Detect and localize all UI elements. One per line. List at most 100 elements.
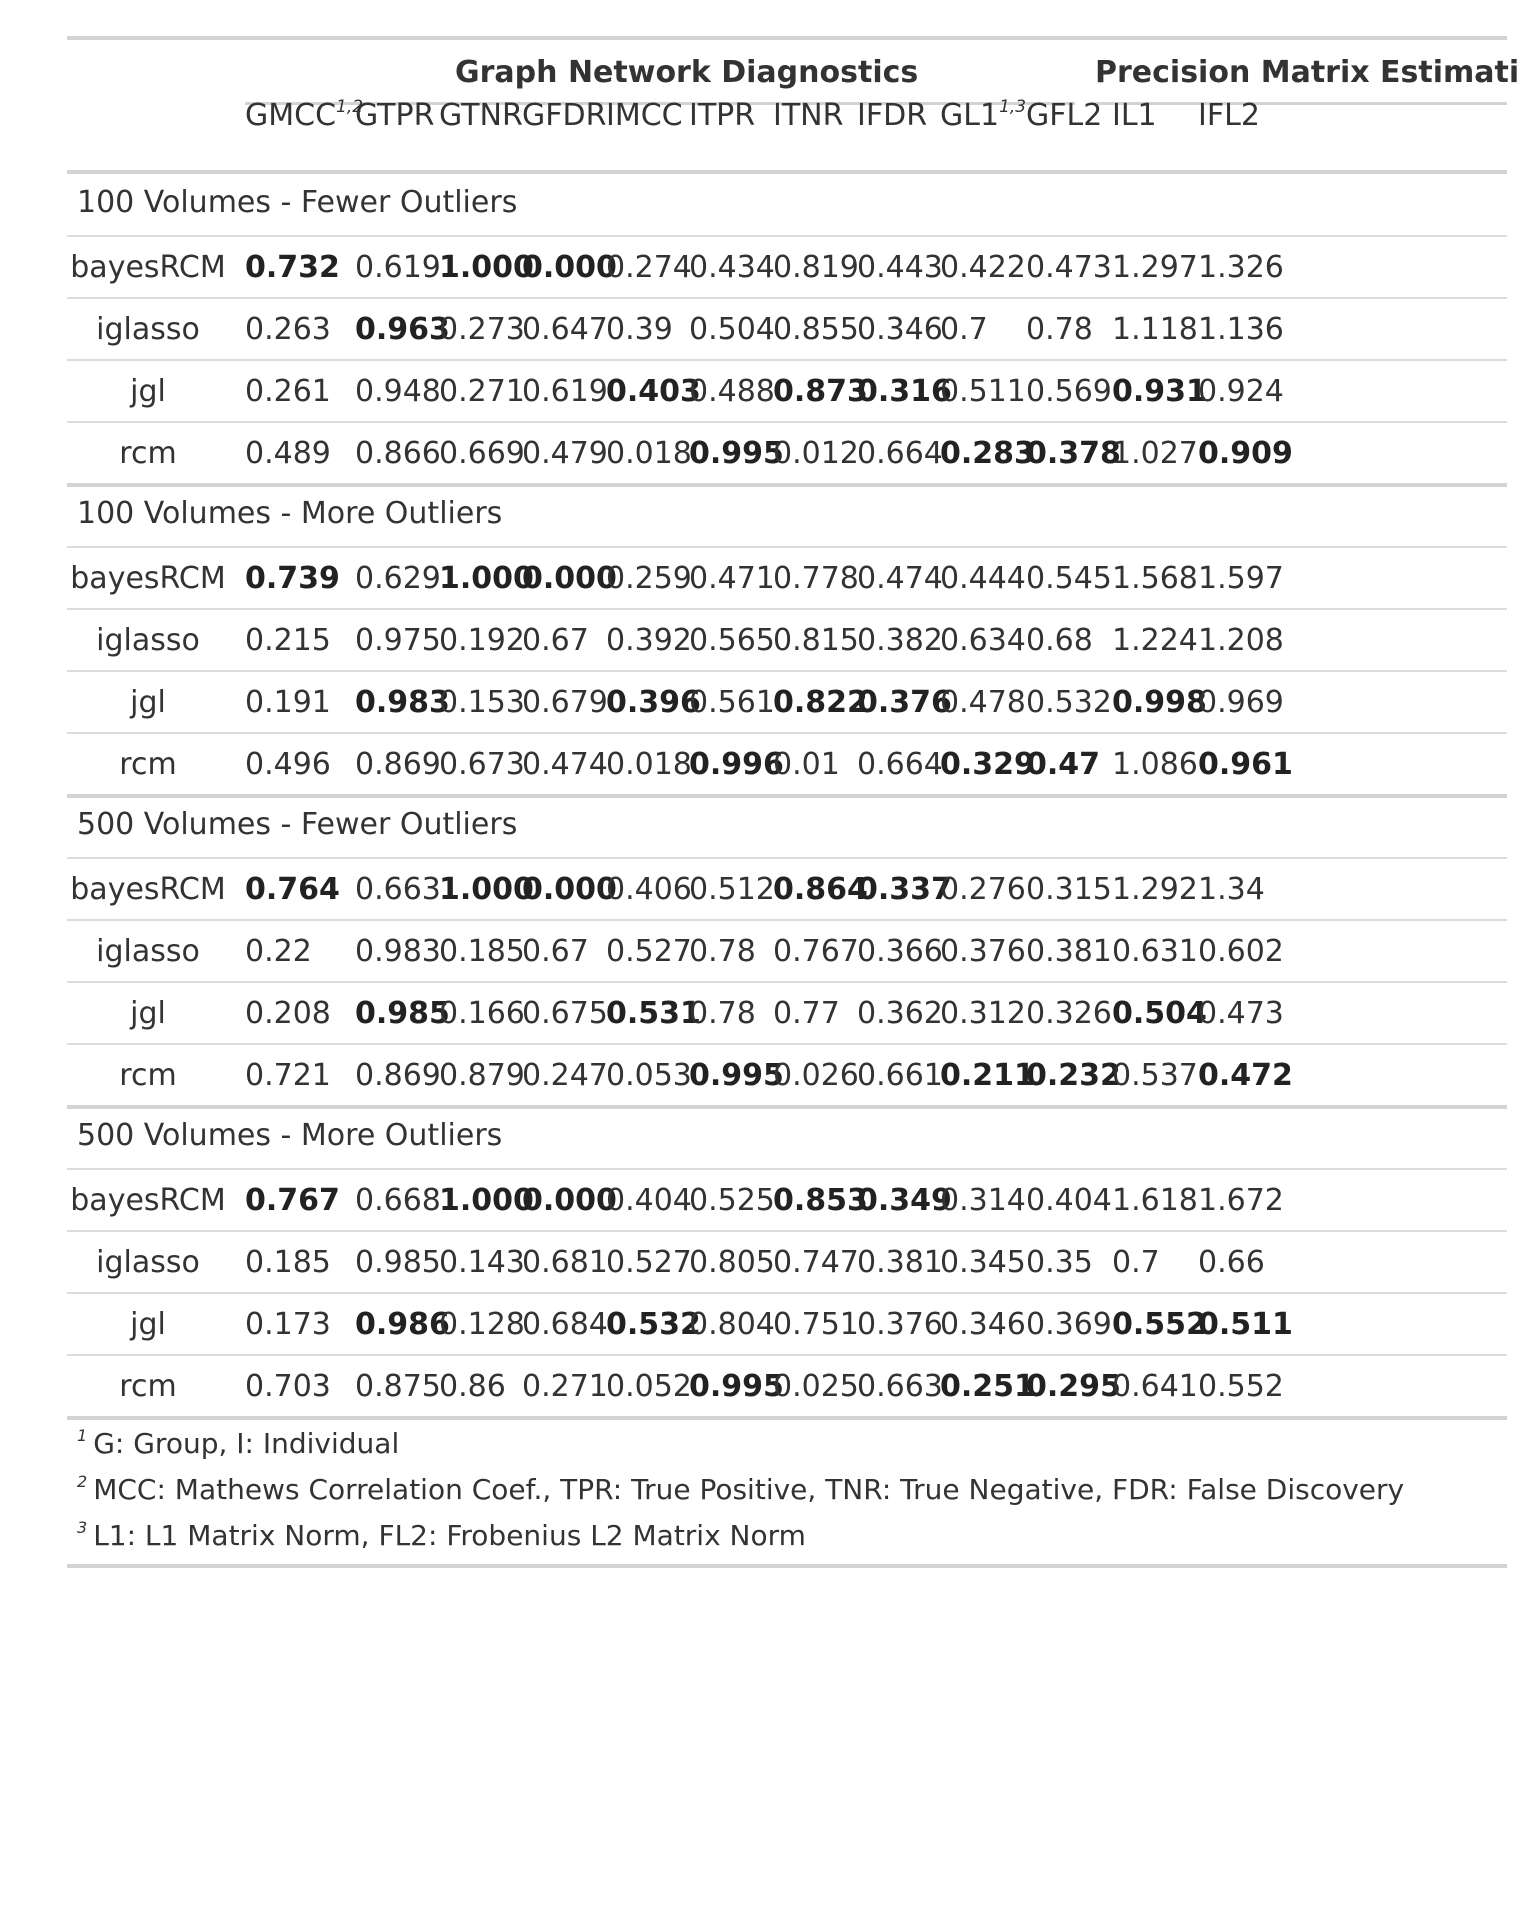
table-cell: 1.136 (1198, 312, 1284, 347)
table-cell: 0.565 (689, 623, 775, 658)
table-cell: 0.472 (1198, 1058, 1293, 1093)
group-divider (67, 1168, 1507, 1170)
row-method-label: bayesRCM (70, 561, 226, 596)
table-cell: 0.263 (245, 312, 331, 347)
table-cell: 0.77 (773, 996, 840, 1031)
row-group-label: 500 Volumes - More Outliers (77, 1118, 503, 1153)
table-top-rule (67, 36, 1507, 40)
column-header-itnr: ITNR (773, 101, 843, 131)
table-cell: 1.672 (1198, 1183, 1284, 1218)
table-cell: 0.315 (1026, 872, 1112, 907)
row-method-label: rcm (119, 1369, 177, 1404)
table-cell: 0.39 (606, 312, 673, 347)
row-method-label: bayesRCM (70, 872, 226, 907)
table-cell: 0.675 (522, 996, 608, 1031)
table-cell: 0.251 (940, 1369, 1035, 1404)
table-cell: 0.000 (522, 561, 617, 596)
row-method-label: bayesRCM (70, 250, 226, 285)
table-cell: 0.025 (773, 1369, 859, 1404)
row-method-label: jgl (130, 996, 166, 1031)
table-cell: 0.855 (773, 312, 859, 347)
footnote-mark: 1 (77, 1426, 88, 1445)
row-method-label: iglasso (96, 312, 200, 347)
table-cell: 0.68 (1026, 623, 1093, 658)
table-cell: 0.822 (773, 685, 868, 720)
table-cell: 0.545 (1026, 561, 1112, 596)
table-cell: 0.166 (439, 996, 525, 1031)
table-cell: 0.026 (773, 1058, 859, 1093)
table-cell: 0.406 (606, 872, 692, 907)
table-cell: 0.983 (355, 934, 441, 969)
table-cell: 0.381 (857, 1245, 943, 1280)
table-cell: 0.747 (773, 1245, 859, 1280)
row-divider (67, 608, 1507, 610)
row-method-label: jgl (130, 374, 166, 409)
column-header-gfl2: GFL2 (1026, 101, 1102, 131)
table-cell: 0.274 (606, 250, 692, 285)
row-group-label: 500 Volumes - Fewer Outliers (77, 807, 518, 842)
table-cell: 0.259 (606, 561, 692, 596)
table-cell: 0.764 (245, 872, 340, 907)
table-cell: 0.732 (245, 250, 340, 285)
table-cell: 1.027 (1112, 436, 1198, 471)
table-cell: 0.366 (857, 934, 943, 969)
footnote-mark: 3 (77, 1518, 88, 1537)
table-cell: 0.208 (245, 996, 331, 1031)
table-cell: 0.525 (689, 1183, 775, 1218)
table-cell: 0.767 (773, 934, 859, 969)
column-header-label: IFL2 (1198, 98, 1260, 133)
table-cell: 0.634 (940, 623, 1026, 658)
table-cell: 0.478 (940, 685, 1026, 720)
column-header-gmcc: GMCC1,2 (245, 99, 363, 131)
table-cell: 0.396 (606, 685, 701, 720)
table-cell: 0.349 (857, 1183, 952, 1218)
group-divider (67, 235, 1507, 237)
table-cell: 0.404 (606, 1183, 692, 1218)
table-cell: 0.619 (522, 374, 608, 409)
table-cell: 0.185 (439, 934, 525, 969)
column-header-footnote-mark: 1,2 (336, 97, 364, 117)
row-method-label: rcm (119, 436, 177, 471)
group-divider (67, 857, 1507, 859)
row-divider (67, 1105, 1507, 1109)
table-cell: 0.22 (245, 934, 312, 969)
table-cell: 0.948 (355, 374, 441, 409)
table-cell: 0.739 (245, 561, 340, 596)
table-cell: 1.568 (1112, 561, 1198, 596)
column-header-label: GL1 (940, 98, 1000, 133)
table-cell: 1.326 (1198, 250, 1284, 285)
table-cell: 0.869 (355, 747, 441, 782)
row-divider (67, 919, 1507, 921)
table-cell: 0.232 (1026, 1058, 1121, 1093)
table-cell: 0.376 (857, 1307, 943, 1342)
table-cell: 1.000 (439, 250, 534, 285)
table-cell: 0.376 (857, 685, 952, 720)
table-cell: 0.721 (245, 1058, 331, 1093)
table-cell: 0.376 (940, 934, 1026, 969)
table-cell: 0.532 (1026, 685, 1112, 720)
table-cell: 0.381 (1026, 934, 1112, 969)
table-cell: 0.552 (1198, 1369, 1284, 1404)
table-cell: 1.086 (1112, 747, 1198, 782)
table-cell: 1.000 (439, 1183, 534, 1218)
table-cell: 0.511 (940, 374, 1026, 409)
table-cell: 1.224 (1112, 623, 1198, 658)
table-cell: 0.767 (245, 1183, 340, 1218)
table-cell: 0.329 (940, 747, 1035, 782)
footnote: 2 MCC: Mathews Correlation Coef., TPR: Tr… (77, 1474, 1404, 1504)
table-cell: 0.778 (773, 561, 859, 596)
table-cell: 0.153 (439, 685, 525, 720)
table-cell: 0.703 (245, 1369, 331, 1404)
table-cell: 0.7 (940, 312, 988, 347)
column-header-gtpr: GTPR (355, 101, 434, 131)
table-cell: 0.378 (1026, 436, 1121, 471)
table-cell: 0.471 (689, 561, 775, 596)
table-cell: 0.631 (1112, 934, 1198, 969)
column-header-il1: IL1 (1112, 101, 1157, 131)
table-cell: 0.804 (689, 1307, 775, 1342)
table-cell: 1.34 (1198, 872, 1265, 907)
group-divider (67, 546, 1507, 548)
spanner-underline-graph (245, 102, 1075, 105)
table-cell: 0.496 (245, 747, 331, 782)
table-cell: 0.47 (1026, 747, 1101, 782)
